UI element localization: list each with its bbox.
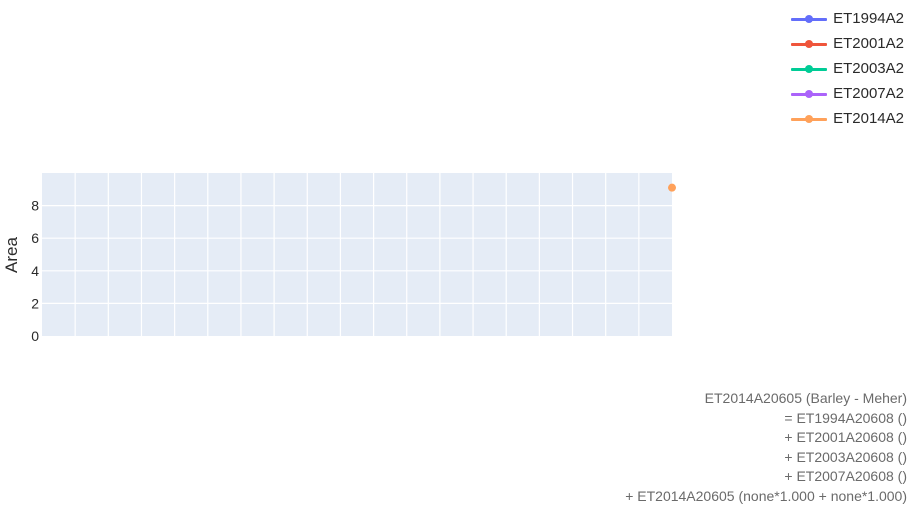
y-axis-title: Area: [2, 237, 21, 273]
legend-item[interactable]: ET2007A2: [791, 81, 904, 106]
legend-dot-marker: [805, 64, 814, 73]
annotation-line: + ET2007A20608 (): [784, 468, 907, 484]
y-tick-label: 0: [31, 328, 39, 344]
y-tick-label: 8: [31, 198, 39, 214]
legend-label: ET2014A2: [833, 110, 904, 127]
legend-dot-marker: [805, 14, 814, 23]
legend-item[interactable]: ET2003A2: [791, 56, 904, 81]
legend-label: ET2007A2: [833, 85, 904, 102]
annotation-line: ET2014A20605 (Barley - Meher): [704, 390, 907, 406]
annotation-line: + ET2001A20608 (): [784, 429, 907, 445]
plot-background: [42, 173, 672, 336]
annotation-line: + ET2014A20605 (none*1.000 + none*1.000): [625, 487, 907, 504]
legend-swatch: [791, 12, 828, 26]
legend-item[interactable]: ET2001A2: [791, 31, 904, 56]
y-tick-label: 6: [31, 230, 39, 246]
legend-label: ET2003A2: [833, 60, 904, 77]
legend: ET1994A2 ET2001A2 ET2003A2 ET2007A2 ET2014A2: [791, 6, 904, 131]
legend-dot-marker: [805, 89, 814, 98]
formula-annotation: ET2014A20605 (Barley - Meher) = ET1994A20…: [625, 389, 907, 506]
legend-label: ET2001A2: [833, 35, 904, 52]
legend-swatch: [791, 87, 828, 101]
legend-swatch: [791, 112, 828, 126]
legend-item[interactable]: ET2014A2: [791, 106, 904, 131]
legend-label: ET1994A2: [833, 10, 904, 27]
annotation-line: + ET2003A20608 (): [784, 448, 907, 465]
legend-dot-marker: [805, 114, 814, 123]
y-tick-label: 4: [31, 263, 39, 279]
legend-dot-marker: [805, 39, 814, 48]
legend-swatch: [791, 62, 828, 76]
annotation-line: = ET1994A20608 (): [784, 409, 907, 426]
data-point: [668, 183, 676, 192]
legend-swatch: [791, 37, 828, 51]
legend-item[interactable]: ET1994A2: [791, 6, 904, 31]
y-tick-label: 2: [31, 295, 39, 311]
